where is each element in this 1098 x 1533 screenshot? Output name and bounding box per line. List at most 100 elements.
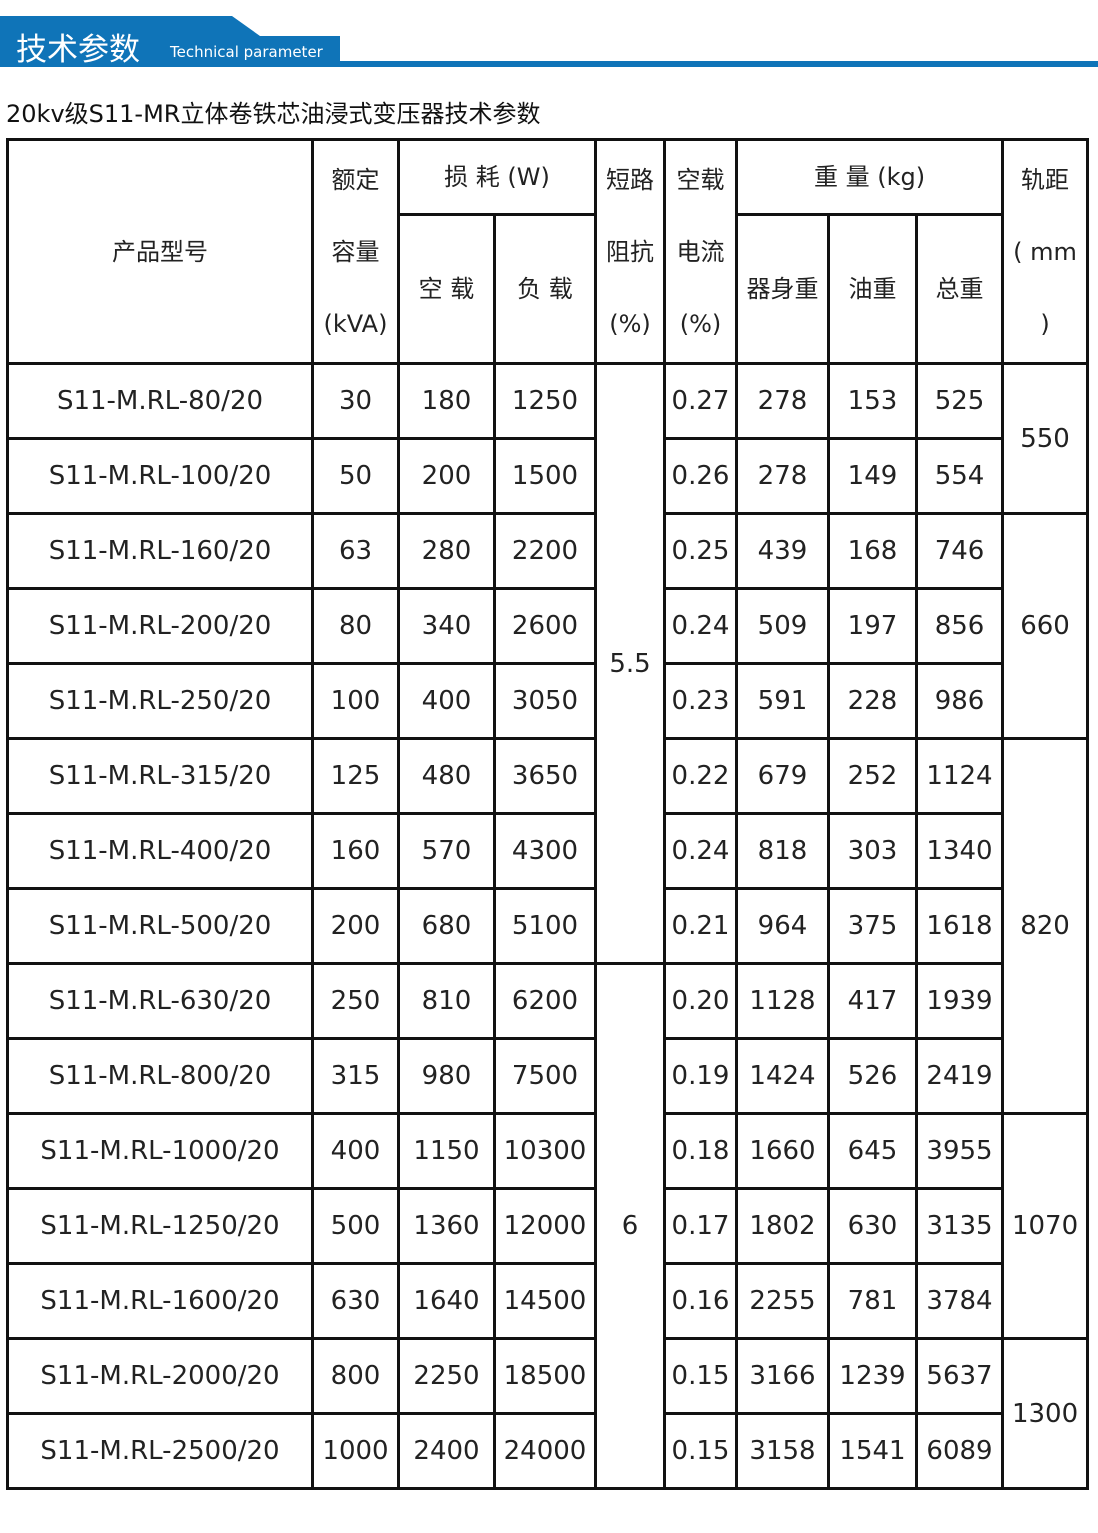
- table-row: S11-M.RL-315/20 125 480 3650 0.22 679 252 1124 8…: [6, 737, 1090, 1115]
- table-row: S11-M.RL-200/20 80 340 2600 0.24 509 197 856: [6, 587, 1088, 665]
- cell-track: 660: [1001, 512, 1090, 740]
- cell-total-weight: 2419: [914, 1037, 1005, 1115]
- cell-capacity: 315: [311, 1037, 400, 1115]
- cell-noload-current: 0.15: [663, 1412, 738, 1490]
- cell-oil-weight: 228: [827, 662, 918, 740]
- table-row: S11-M.RL-1000/20 400 1150 10300 0.18 1660 645 3…: [6, 1112, 1090, 1340]
- cell-capacity: 500: [311, 1187, 400, 1265]
- table-row: S11-M.RL-160/20 63 280 2200 0.25 439 168 746 660: [6, 512, 1090, 740]
- section-banner: 技术参数 Technical parameter: [0, 16, 1098, 68]
- cell-load-loss: 1250: [493, 362, 597, 440]
- cell-load-loss: 7500: [493, 1037, 597, 1115]
- header-noload-current: 空载 电流 (%): [663, 138, 738, 365]
- table-row: S11-M.RL-80/20 30 180 1250 5.5 0.27 278 153 525 5…: [6, 362, 1090, 965]
- banner-title: 技术参数: [16, 32, 140, 68]
- cell-impedance: 6: [594, 962, 666, 1490]
- cell-load-loss: 2600: [493, 587, 597, 665]
- cell-body-weight: 679: [735, 737, 830, 815]
- header-total-weight: 总重: [914, 213, 1005, 365]
- cell-noload-current: 0.27: [663, 362, 738, 440]
- cell-load-loss: 2200: [493, 512, 597, 590]
- cell-load-loss: 12000: [493, 1187, 597, 1265]
- cell-body-weight: 3158: [735, 1412, 830, 1490]
- cell-capacity: 200: [311, 887, 400, 965]
- cell-load-loss: 18500: [493, 1337, 597, 1415]
- cell-total-weight: 554: [914, 437, 1005, 515]
- cell-noload-loss: 1360: [397, 1187, 496, 1265]
- cell-oil-weight: 417: [827, 962, 918, 1040]
- cell-load-loss: 4300: [493, 812, 597, 890]
- cell-model: S11-M.RL-315/20: [6, 737, 314, 815]
- cell-body-weight: 278: [735, 437, 830, 515]
- cell-noload-loss: 200: [397, 437, 496, 515]
- cell-oil-weight: 1239: [827, 1337, 918, 1415]
- cell-total-weight: 1618: [914, 887, 1005, 965]
- spec-table: 产品型号 额定 容量 (kVA) 损 耗 (W) 短路 阻抗 (%) 空载 电流 (%) 重…: [6, 138, 1090, 1490]
- cell-oil-weight: 153: [827, 362, 918, 440]
- cell-track: 550: [1001, 362, 1090, 515]
- cell-noload-loss: 340: [397, 587, 496, 665]
- cell-noload-loss: 980: [397, 1037, 496, 1115]
- cell-body-weight: 2255: [735, 1262, 830, 1340]
- header-track: 轨距( mm): [1001, 138, 1090, 365]
- header-loss-noload: 空 载: [397, 213, 496, 365]
- cell-body-weight: 278: [735, 362, 830, 440]
- cell-body-weight: 964: [735, 887, 830, 965]
- cell-capacity: 250: [311, 962, 400, 1040]
- cell-load-loss: 6200: [493, 962, 597, 1040]
- cell-model: S11-M.RL-630/20: [6, 962, 314, 1040]
- cell-body-weight: 1128: [735, 962, 830, 1040]
- cell-noload-loss: 1640: [397, 1262, 496, 1340]
- cell-model: S11-M.RL-200/20: [6, 587, 314, 665]
- cell-total-weight: 856: [914, 587, 1005, 665]
- table-row: S11-M.RL-2500/20 1000 2400 24000 0.15 3158 154…: [6, 1412, 1088, 1490]
- cell-capacity: 30: [311, 362, 400, 440]
- header-impedance: 短路 阻抗 (%): [594, 138, 666, 365]
- cell-oil-weight: 630: [827, 1187, 918, 1265]
- cell-total-weight: 3135: [914, 1187, 1005, 1265]
- cell-oil-weight: 375: [827, 887, 918, 965]
- cell-model: S11-M.RL-250/20: [6, 662, 314, 740]
- cell-track: 820: [1001, 737, 1090, 1115]
- header-loss: 损 耗 (W): [397, 138, 597, 216]
- table-row: S11-M.RL-2000/20 800 2250 18500 0.15 3166 1239…: [6, 1337, 1090, 1490]
- cell-total-weight: 5637: [914, 1337, 1005, 1415]
- cell-noload-loss: 180: [397, 362, 496, 440]
- cell-noload-loss: 280: [397, 512, 496, 590]
- cell-model: S11-M.RL-500/20: [6, 887, 314, 965]
- cell-model: S11-M.RL-2500/20: [6, 1412, 314, 1490]
- cell-capacity: 1000: [311, 1412, 400, 1490]
- cell-impedance: 5.5: [594, 362, 666, 965]
- cell-noload-current: 0.20: [663, 962, 738, 1040]
- cell-noload-current: 0.26: [663, 437, 738, 515]
- cell-body-weight: 1424: [735, 1037, 830, 1115]
- table-row: S11-M.RL-400/20 160 570 4300 0.24 818 303 1340: [6, 812, 1088, 890]
- cell-total-weight: 1124: [914, 737, 1005, 815]
- cell-load-loss: 3050: [493, 662, 597, 740]
- cell-model: S11-M.RL-100/20: [6, 437, 314, 515]
- cell-noload-current: 0.19: [663, 1037, 738, 1115]
- cell-body-weight: 439: [735, 512, 830, 590]
- cell-noload-loss: 570: [397, 812, 496, 890]
- cell-noload-loss: 810: [397, 962, 496, 1040]
- cell-load-loss: 1500: [493, 437, 597, 515]
- cell-total-weight: 1939: [914, 962, 1005, 1040]
- cell-noload-loss: 480: [397, 737, 496, 815]
- table-row: S11-M.RL-250/20 100 400 3050 0.23 591 228 986: [6, 662, 1088, 740]
- cell-noload-loss: 2400: [397, 1412, 496, 1490]
- cell-body-weight: 818: [735, 812, 830, 890]
- table-row: S11-M.RL-1600/20 630 1640 14500 0.16 2255 781 3…: [6, 1262, 1088, 1340]
- table-row: S11-M.RL-500/20 200 680 5100 0.21 964 375 1618: [6, 887, 1088, 965]
- cell-noload-loss: 1150: [397, 1112, 496, 1190]
- cell-body-weight: 509: [735, 587, 830, 665]
- cell-total-weight: 746: [914, 512, 1005, 590]
- cell-total-weight: 525: [914, 362, 1005, 440]
- table-title: 20kv级S11-MR立体卷铁芯油浸式变压器技术参数: [6, 100, 541, 128]
- table-row: S11-M.RL-630/20 250 810 6200 6 0.20 1128 417 193…: [6, 962, 1088, 1490]
- cell-capacity: 80: [311, 587, 400, 665]
- cell-capacity: 630: [311, 1262, 400, 1340]
- cell-load-loss: 3650: [493, 737, 597, 815]
- cell-model: S11-M.RL-1250/20: [6, 1187, 314, 1265]
- cell-capacity: 63: [311, 512, 400, 590]
- cell-oil-weight: 168: [827, 512, 918, 590]
